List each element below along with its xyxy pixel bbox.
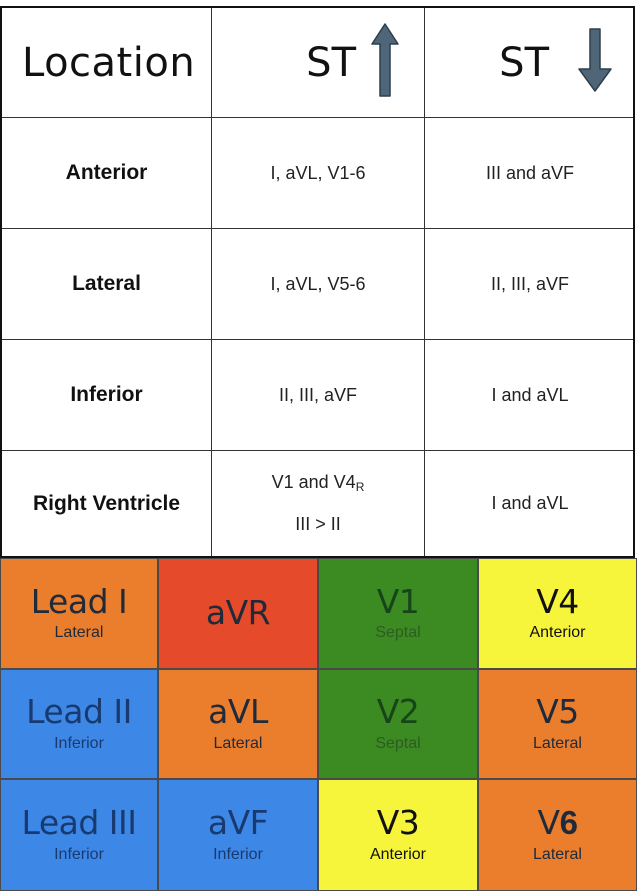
lead-grid: Lead I Lateral aVR V1 Septal V4 Anterior… [0,558,637,891]
lead-name: Lead I [30,581,128,621]
location-cell: Right Ventricle [2,451,212,556]
lead-i-cell: Lead I Lateral [0,558,158,669]
table-row: Lateral I, aVL, V5-6 II, III, aVF [2,229,633,340]
lead-v3-cell: V3 Anterior [318,779,478,891]
lead-name-prefix: V [537,803,561,843]
lead-area: Anterior [529,624,586,642]
st-elevation-leads: V1 and V4R [272,472,365,494]
lead-name: Lead III [21,803,137,843]
st-elevation-cell: I, aVL, V5-6 [212,229,425,339]
location-right-ventricle: Right Ventricle [32,491,181,515]
table-row: Inferior II, III, aVF I and aVL [2,340,633,451]
arrow-up-icon [370,22,400,103]
header-st-depression-label: ST [499,39,549,86]
location-inferior: Inferior [70,383,143,406]
st-elevation-criterion: III > II [295,514,341,534]
st-depression-cell: III and aVF [425,118,635,228]
st-elevation-stack: V1 and V4R III > II [272,472,365,535]
st-elevation-leads: I, aVL, V5-6 [270,273,366,294]
table-row: Right Ventricle V1 and V4R III > II I an… [2,451,633,556]
lead-name: V3 [376,803,420,843]
lead-name: V2 [376,692,420,732]
lead-name: V5 [536,692,579,732]
lead-area: Lateral [533,845,582,863]
st-depression-leads: I and aVL [491,493,569,513]
lead-area: Septal [375,624,421,642]
lead-area: Inferior [54,734,104,752]
lead-v2-cell: V2 Septal [318,669,478,779]
table-header-row: Location ST ST [2,8,633,118]
lead-avr-cell: aVR [158,558,318,669]
lead-area: Inferior [213,845,263,863]
header-st-depression: ST [425,8,635,117]
st-depression-cell: I and aVL [425,451,635,556]
lead-v6-cell: V6 Lateral [478,779,637,891]
lead-area: Lateral [213,734,263,752]
st-elevation-cell: V1 and V4R III > II [212,451,425,556]
lead-area: Anterior [369,845,427,863]
location-cell: Inferior [2,340,212,450]
location-cell: Anterior [2,118,212,228]
st-depression-leads: II, III, aVF [490,273,570,294]
header-st-elevation: ST [212,8,425,117]
header-st-elevation-label: ST [306,39,356,86]
lead-name: aVR [205,593,271,633]
lead-name: V1 [376,581,420,621]
lead-area: Inferior [54,845,104,863]
header-location: Location [2,8,212,117]
st-depression-cell: I and aVL [425,340,635,450]
location-cell: Lateral [2,229,212,339]
lead-v4-cell: V4 Anterior [478,558,637,669]
lead-area: Septal [375,734,421,752]
st-depression-leads: I and aVL [491,384,569,405]
lead-name: aVL [208,692,268,732]
lead-area: Lateral [54,624,104,642]
location-lateral: Lateral [72,272,141,295]
lead-v5-cell: V5 Lateral [478,669,637,779]
header-location-label: Location [22,39,196,86]
lead-name: Lead II [26,692,132,732]
st-depression-cell: II, III, aVF [425,229,635,339]
lead-avf-cell: aVF Inferior [158,779,318,891]
st-elevation-leads: I, aVL, V1-6 [270,162,366,183]
table-row: Anterior I, aVL, V1-6 III and aVF [2,118,633,229]
lead-name-suffix: 6 [559,804,578,842]
st-depression-leads: III and aVF [485,162,575,183]
lead-avl-cell: aVL Lateral [158,669,318,779]
st-elevation-cell: II, III, aVF [212,340,425,450]
lead-area: Lateral [533,734,582,752]
lead-ii-cell: Lead II Inferior [0,669,158,779]
st-elevation-leads: II, III, aVF [278,384,358,405]
lead-subscript: R [355,480,365,494]
lead-iii-cell: Lead III Inferior [0,779,158,891]
lead-name: V4 [536,581,579,621]
lead-v1-cell: V1 Septal [318,558,478,669]
st-localization-table: Location ST ST An [0,6,635,558]
st-elevation-cell: I, aVL, V1-6 [212,118,425,228]
lead-name: V6 [537,803,578,843]
arrow-down-icon [575,27,615,98]
st-elevation-line1: V1 and V4 [271,472,356,492]
location-anterior: Anterior [65,161,148,184]
lead-name: aVF [207,803,269,843]
